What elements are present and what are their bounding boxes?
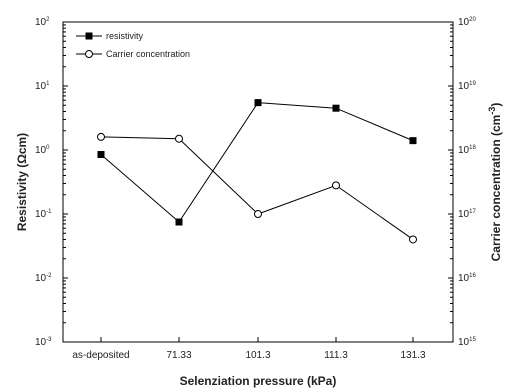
left-tick-label: 10-1 [35,209,52,220]
resistivity-point [332,104,340,112]
left-tick-label: 10-3 [35,337,52,348]
x-tick-label: as-deposited [72,350,129,361]
right-tick-label: 1015 [458,337,476,348]
legend-label-carrier: Carrier concentration [106,49,190,59]
x-axis-ticks: as-deposited 71.33 101.3 111.3 131.3 [72,337,426,361]
x-tick-label: 131.3 [400,350,425,361]
legend-marker-carrier [85,50,93,58]
resistivity-point [97,151,105,159]
right-tick-label: 1018 [458,145,476,156]
left-tick-label: 100 [35,145,50,156]
carrier-point [332,181,340,190]
legend-label-resistivity: resistivity [106,31,144,41]
plot-frame [62,21,454,343]
legend-marker-resistivity [85,32,93,40]
right-tick-label: 1016 [458,273,476,284]
x-tick-label: 71.33 [166,350,191,361]
x-axis-title: Selenziation pressure (kPa) [180,374,337,388]
series-line-0 [100,102,414,223]
left-axis-ticks: 102 101 100 10-1 10-2 10-3 [35,17,68,348]
right-axis-title: Carrier concentration (cm-3) [487,103,503,262]
right-tick-label: 1019 [458,81,476,92]
right-tick-label: 1017 [458,209,476,220]
carrier-point [175,134,183,143]
resistivity-point [254,99,262,107]
carrier-point [409,235,417,244]
right-tick-label: 1020 [458,17,476,28]
series-layer [97,99,417,244]
series-line-1 [100,136,414,240]
left-tick-label: 101 [35,81,50,92]
legend: resistivity Carrier concentration [76,31,190,59]
x-tick-label: 111.3 [324,350,348,361]
left-tick-label: 10-2 [35,273,52,284]
carrier-point [97,132,105,141]
resistivity-point [409,137,417,145]
resistivity-point [175,218,183,226]
left-axis-title: Resistivity (Ωcm) [15,133,29,231]
right-axis-ticks: 1020 1019 1018 1017 1016 1015 [448,17,476,348]
left-tick-label: 102 [35,17,50,28]
x-tick-label: 101.3 [245,350,270,361]
carrier-point [254,210,262,218]
